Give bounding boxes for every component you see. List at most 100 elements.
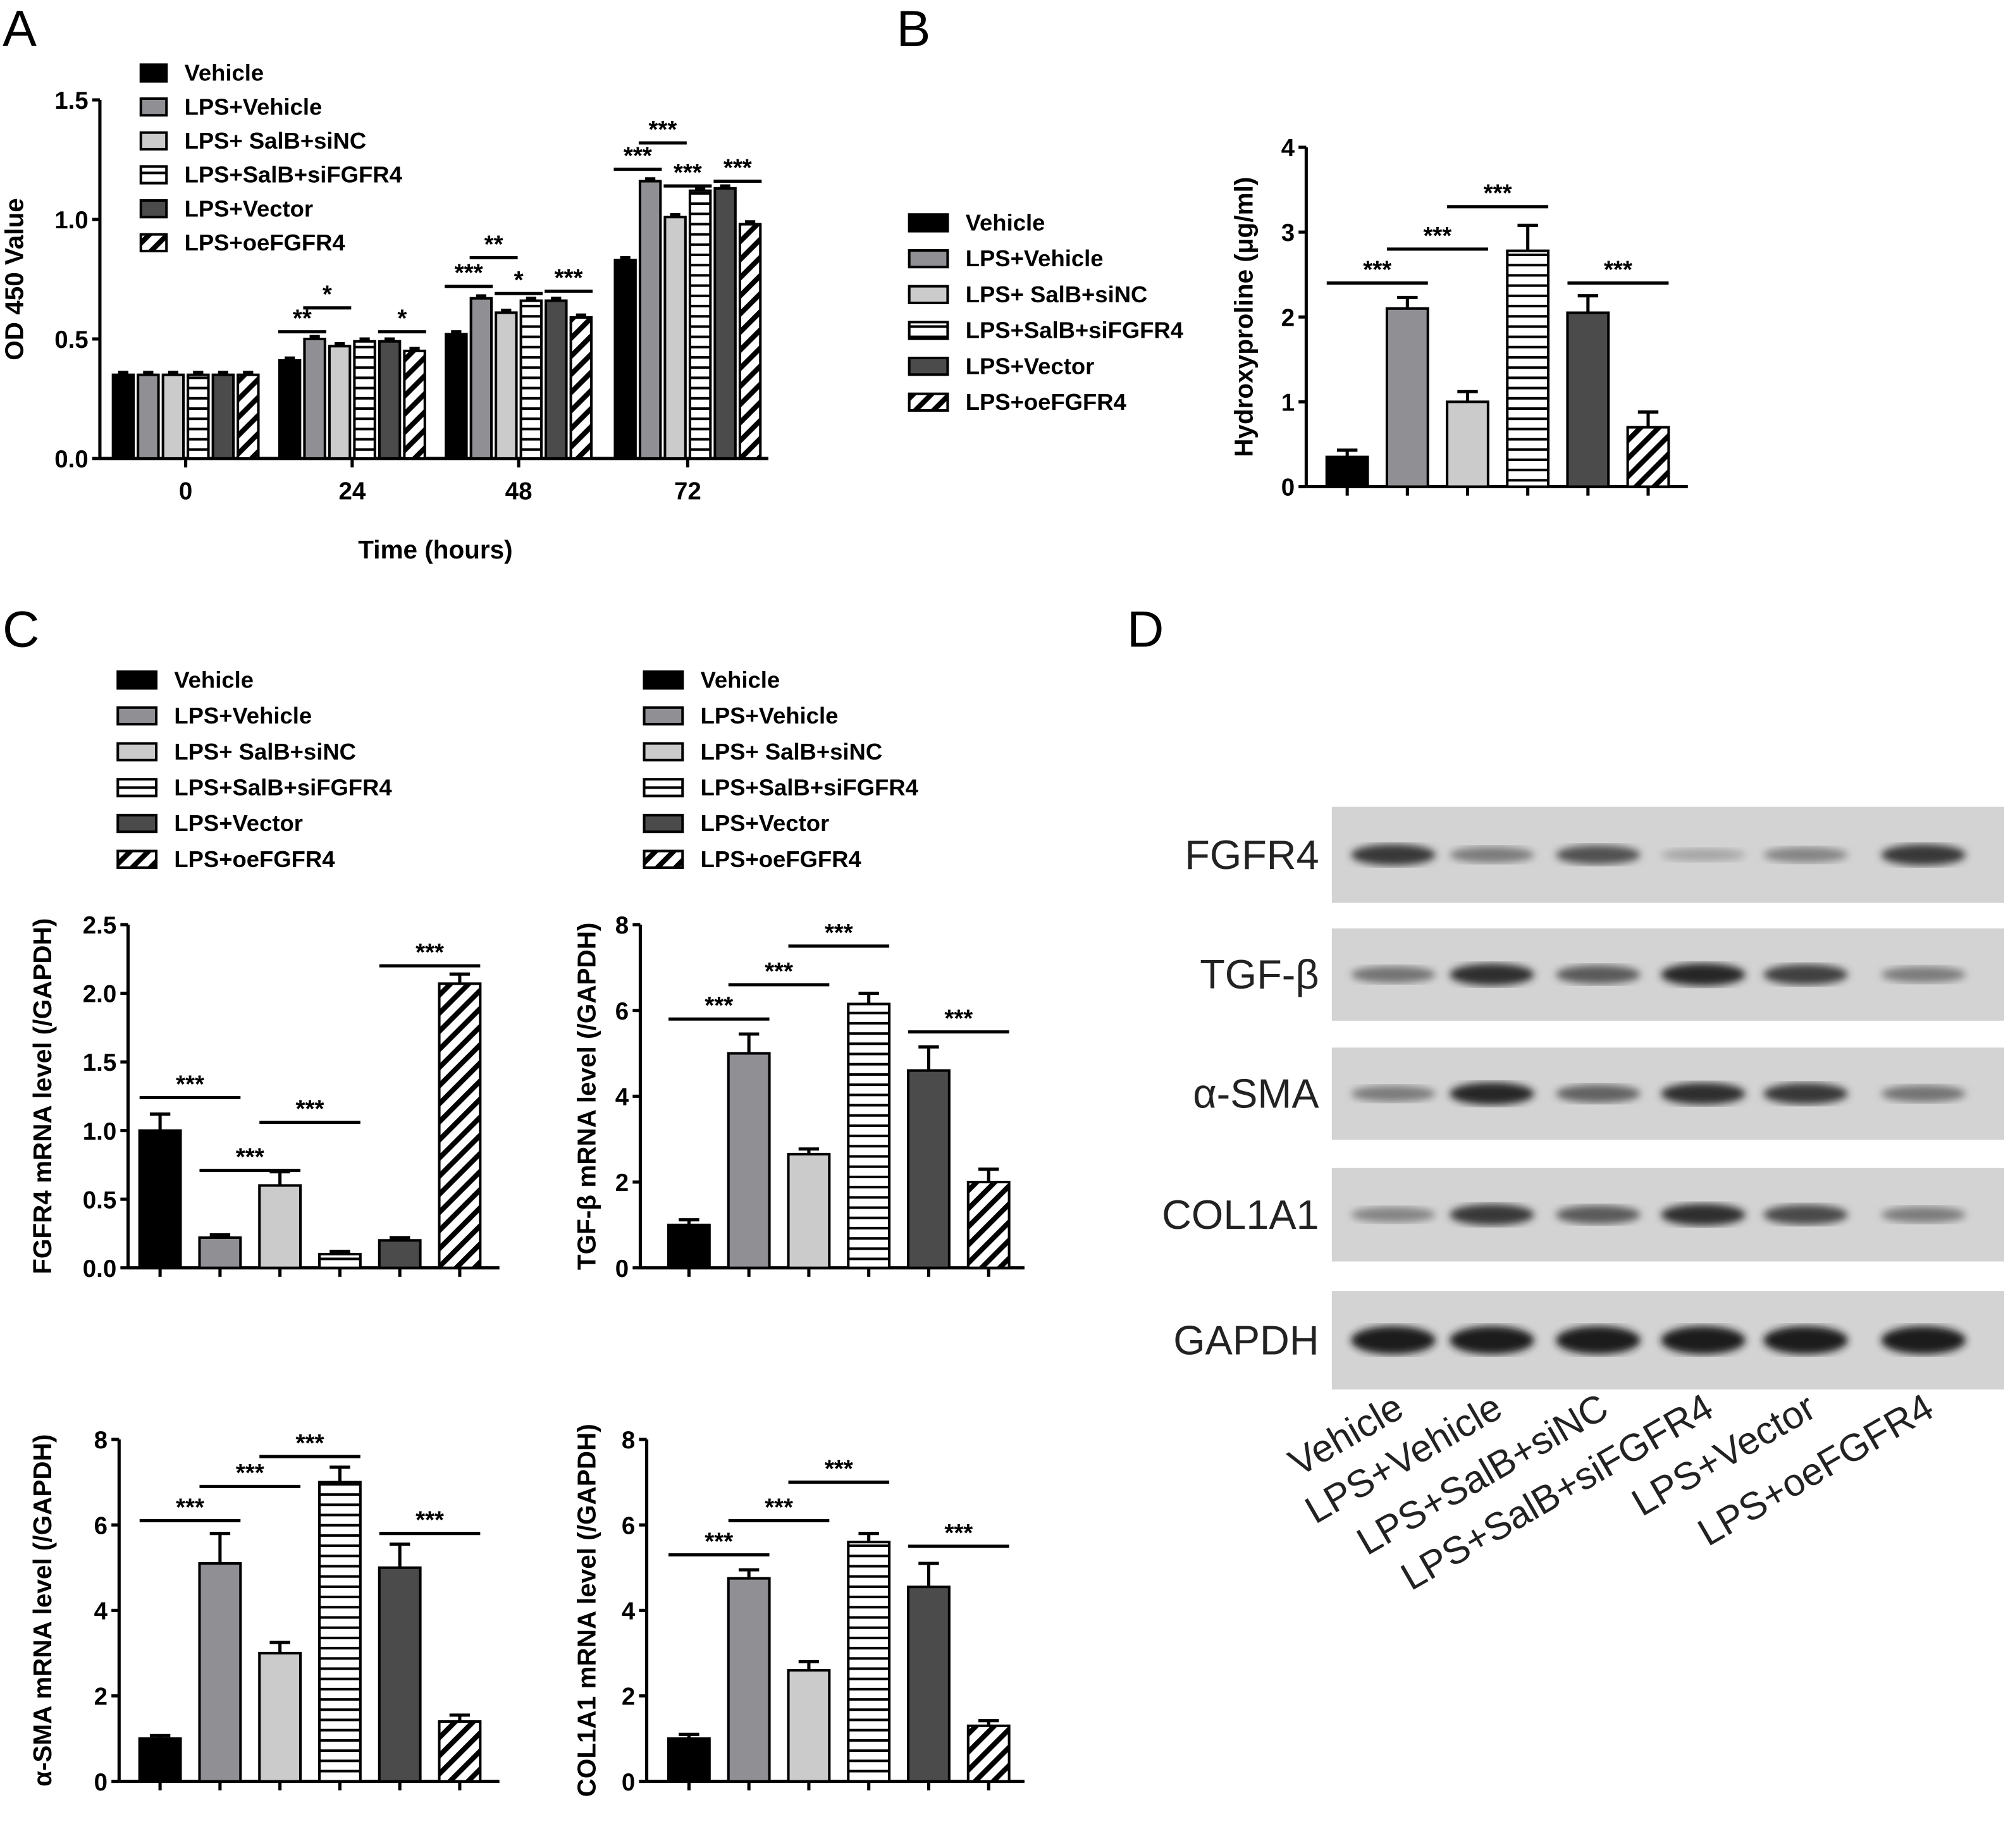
bar <box>378 340 402 460</box>
bar <box>966 1724 1011 1783</box>
bar <box>727 1052 771 1269</box>
legend: Vehicle LPS+Vehicle LPS+ SalB+siNC LPS+SalB… <box>139 60 403 256</box>
error-bar <box>330 1250 350 1254</box>
legend-swatch <box>908 285 949 304</box>
error-bar <box>269 1641 290 1653</box>
x-axis-label: Time (hours) <box>358 535 512 564</box>
legend-swatch <box>643 849 684 869</box>
significance-label: *** <box>1423 223 1451 250</box>
legend-label: Vehicle <box>174 667 254 693</box>
legend: Vehicle LPS+Vehicle LPS+ SalB+siNC LPS+SalB… <box>908 210 1184 415</box>
error-bar <box>209 1532 231 1563</box>
y-tick-label: 2 <box>1281 304 1295 331</box>
legend-swatch <box>116 813 158 834</box>
bar <box>198 1236 242 1269</box>
error-bar <box>620 256 631 261</box>
error-bar <box>449 972 471 984</box>
bar <box>1506 249 1550 488</box>
significance-label: *** <box>724 154 752 182</box>
protein-label: GAPDH <box>1173 1317 1319 1363</box>
bar <box>258 1651 302 1783</box>
protein-band <box>1881 1206 1966 1223</box>
error-bar <box>858 1532 879 1543</box>
bar <box>211 373 235 460</box>
legend-swatch <box>908 249 949 269</box>
legend-swatch <box>908 321 949 340</box>
significance-label: *** <box>176 1071 204 1098</box>
significance-label: *** <box>705 992 733 1019</box>
y-tick-label: 0.5 <box>83 1186 116 1214</box>
bar <box>667 1223 711 1269</box>
panel-label-a: A <box>3 1 37 58</box>
blot-row: COL1A1 <box>1162 1167 2004 1262</box>
legend-swatch <box>643 813 684 834</box>
protein-band <box>1450 1082 1534 1106</box>
y-tick-label: 2 <box>94 1684 108 1711</box>
error-bar <box>1517 223 1538 251</box>
legend-label: LPS+Vector <box>701 810 830 836</box>
bar <box>495 311 518 460</box>
protein-label: COL1A1 <box>1162 1192 1319 1238</box>
error-bar <box>330 1465 350 1482</box>
error-bar <box>359 337 370 342</box>
x-tick-label: 24 <box>338 478 366 505</box>
legend-swatch <box>116 670 158 690</box>
legend-label: LPS+Vector <box>185 195 314 221</box>
error-bar <box>476 294 486 299</box>
legend-label: LPS+oeFGFR4 <box>174 846 335 872</box>
legend-swatch <box>643 670 684 690</box>
bar <box>1385 307 1429 488</box>
y-tick-label: 0 <box>94 1769 108 1796</box>
y-axis-label: Hydroxyproline (μg/ml) <box>1229 177 1258 457</box>
legend-swatch <box>908 213 949 233</box>
error-bar <box>679 1218 699 1225</box>
error-bar <box>576 313 586 317</box>
legend-swatch <box>908 392 949 412</box>
panel-label-c: C <box>3 601 39 658</box>
protein-band <box>1450 1204 1534 1226</box>
error-bar <box>118 371 128 375</box>
panel-label-b: B <box>896 1 930 58</box>
y-axis-label: COL1A1 mRNA level (/GAPDH) <box>572 1424 601 1797</box>
significance-label: *** <box>176 1494 204 1521</box>
bar <box>137 373 160 460</box>
significance-label: *** <box>648 116 677 144</box>
protein-band <box>1351 1085 1436 1102</box>
error-bar <box>1397 295 1418 309</box>
legend-label: LPS+Vector <box>966 353 1095 379</box>
significance-label: *** <box>296 1430 324 1457</box>
bar <box>688 189 712 460</box>
significance-label: *** <box>674 159 702 187</box>
legend-label: LPS+ SalB+siNC <box>185 128 367 154</box>
legend-swatch <box>139 63 168 83</box>
legend-swatch <box>139 165 168 185</box>
significance-label: * <box>514 267 524 294</box>
y-tick-label: 1.0 <box>54 207 88 234</box>
bar <box>403 349 426 460</box>
bar <box>907 1069 951 1269</box>
bar <box>713 187 737 460</box>
bar <box>378 1239 422 1269</box>
bar <box>187 373 210 460</box>
significance-label: *** <box>1363 256 1391 283</box>
y-tick-label: 6 <box>94 1512 108 1539</box>
significance-label: *** <box>705 1528 733 1555</box>
protein-band <box>1351 1207 1436 1223</box>
error-bar <box>738 1032 760 1054</box>
y-tick-label: 2.0 <box>83 981 116 1008</box>
legend-label: LPS+Vehicle <box>701 703 839 729</box>
error-bar <box>918 1045 939 1071</box>
legend-swatch <box>116 706 158 726</box>
significance-label: *** <box>1604 256 1632 283</box>
bar <box>847 1541 891 1783</box>
bar <box>317 1252 362 1269</box>
protein-band <box>1450 1326 1534 1355</box>
bar <box>638 180 662 460</box>
protein-band <box>1763 1204 1848 1225</box>
protein-band <box>1881 1085 1966 1102</box>
legend-label: LPS+Vector <box>174 810 303 836</box>
protein-band <box>1763 1083 1848 1105</box>
legend-label: LPS+Vehicle <box>966 245 1104 271</box>
bar <box>907 1586 951 1783</box>
bar <box>1325 455 1369 488</box>
